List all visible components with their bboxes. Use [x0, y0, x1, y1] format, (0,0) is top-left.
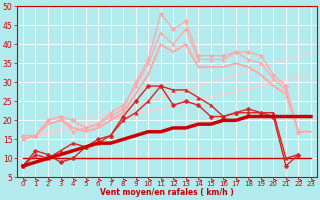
X-axis label: Vent moyen/en rafales ( km/h ): Vent moyen/en rafales ( km/h ) — [100, 188, 234, 197]
